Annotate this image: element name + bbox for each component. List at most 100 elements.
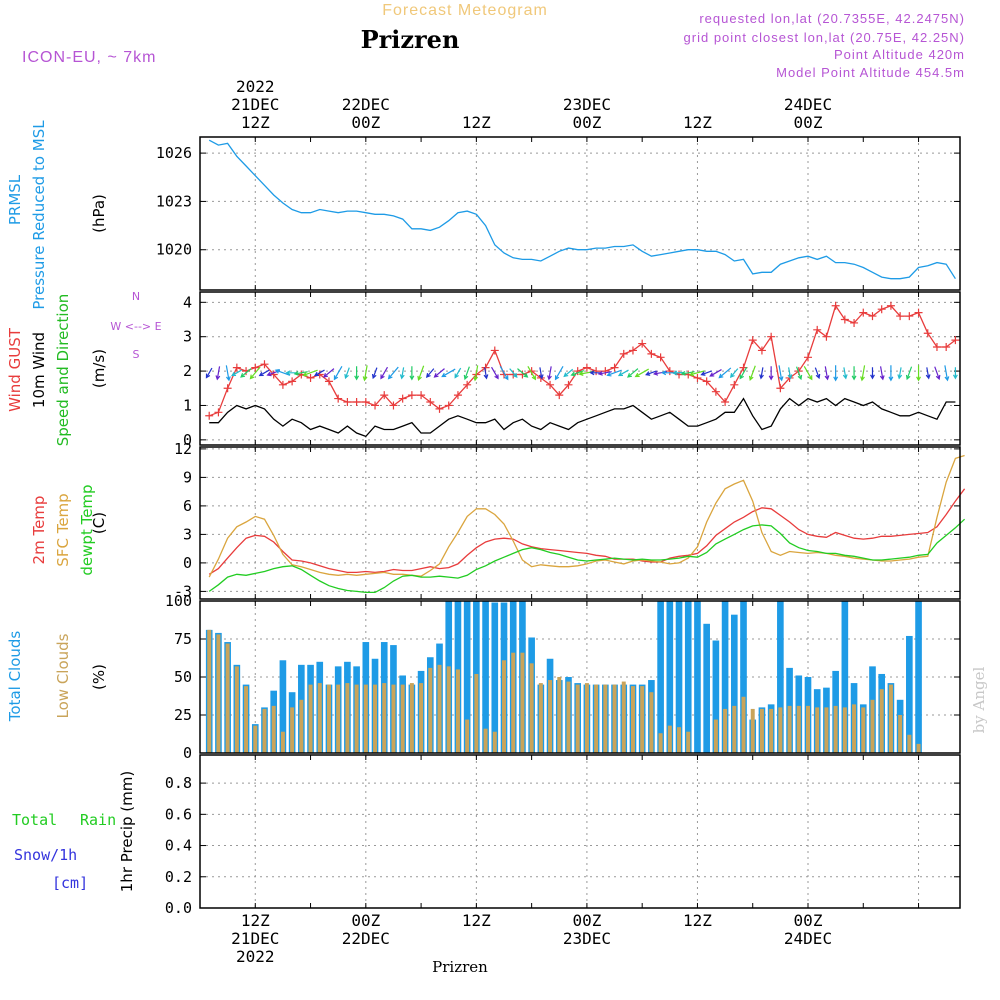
wind-direction-arrow [409,366,415,381]
low-cloud-bar [741,696,746,753]
unit-label: (C) [90,512,108,534]
low-cloud-bar [621,681,626,753]
sfc-temp-line [208,454,965,578]
low-cloud-bar [732,705,737,753]
low-cloud-bar [557,677,562,753]
gust-marker [324,377,333,386]
y-tick-label: 9 [183,468,192,486]
gust-marker [490,346,499,355]
gust-marker [334,394,343,403]
temp-2m-label: 2m Temp [30,496,48,565]
gust-marker [232,363,241,372]
gust-marker [260,360,269,369]
gust-marker [896,312,905,321]
low-cloud-bar [529,663,534,753]
wind-direction-arrow [617,369,629,377]
gust-marker [767,332,776,341]
top-time-label: 23DEC [563,95,611,114]
y-tick-label: 0.0 [165,899,192,917]
dewpoint-label: dewpt Temp [78,484,96,575]
wind-direction-arrow [952,367,958,380]
wind-direction-arrow [759,367,764,380]
model-label: ICON-EU, ~ 7km [22,49,156,66]
gust-marker [776,384,785,393]
low-cloud-bar [870,699,875,753]
snow-label: Snow/1h [14,846,77,864]
low-cloud-bar [815,707,820,753]
model-altitude: Model Point Altitude 454.5m [776,65,965,80]
top-title: Forecast Meteogram [382,2,548,19]
gust-marker [859,308,868,317]
gust-marker [813,325,822,334]
low-cloud-bar [207,629,212,753]
wind-direction-arrow [944,365,950,382]
gust-line [208,304,956,417]
low-cloud-bar [483,728,488,753]
low-cloud-bar [769,708,774,753]
low-cloud-bar [686,731,691,753]
wind-direction-arrow [925,367,931,380]
wind-direction-arrow [527,366,537,381]
low-cloud-bar [640,686,645,753]
top-time-label: 21DEC [231,95,279,114]
low-cloud-bar [759,708,764,753]
top-time-label: 22DEC [342,95,390,114]
y-tick-label: 0.4 [165,837,192,855]
gust-label: Wind GUST [6,327,24,412]
total-cloud-bar [777,601,784,753]
low-cloud-bar [455,669,460,753]
low-cloud-bar [658,733,663,753]
gust-marker [748,336,757,345]
compass-north: N [132,290,140,303]
low-cloud-bar [382,683,387,753]
wind-direction-arrow [833,365,839,382]
wind-direction-arrow [778,365,784,382]
wind-direction-arrow [729,368,739,378]
pressure-line [208,139,956,280]
unit-label: (%) [90,664,108,690]
gust-marker [555,391,564,400]
low-cloud-bar [373,684,378,753]
gust-marker [389,401,398,410]
gust-marker [453,391,462,400]
gust-marker [426,398,435,407]
gust-marker [564,380,573,389]
low-cloud-bar [566,681,571,753]
bottom-time-label: 00Z [572,911,601,930]
wind-direction-arrow [768,366,774,381]
wind-direction-arrow [483,367,489,380]
wind-direction-arrow [554,366,564,381]
low-cloud-bar [437,664,442,753]
gust-marker [435,404,444,413]
low-cloud-bar [612,684,617,753]
top-time-label: 2022 [236,77,275,96]
wind-direction-arrow [417,365,425,382]
total-cloud-bar [657,601,664,753]
wind-direction-arrow [597,370,612,376]
y-tick-label: 2 [183,362,192,380]
gust-marker [223,384,232,393]
wind-direction-arrow [860,365,866,382]
clouds-panel: 0 25 50 75 100 (%) [90,592,961,762]
gust-marker [757,346,766,355]
gust-marker [269,370,278,379]
low-cloud-bar [216,634,221,753]
low-cloud-bar [271,705,276,753]
gust-marker [702,377,711,386]
gust-marker [573,367,582,376]
wind-direction-arrow [323,368,335,378]
wind-direction-arrow [538,367,544,380]
direction-label: Speed and Direction [54,294,72,447]
low-cloud-bar [833,705,838,753]
gust-marker [804,353,812,362]
y-tick-label: 6 [183,497,192,515]
gust-marker [942,343,951,352]
gust-marker [850,318,859,327]
low-cloud-bar [649,692,654,753]
bottom-time-label: 12Z [462,911,491,930]
low-cloud-bar [225,643,230,753]
gust-marker [923,329,932,338]
low-cloud-bar [400,684,405,753]
low-cloud-bar [898,715,903,753]
gust-marker [251,363,260,372]
